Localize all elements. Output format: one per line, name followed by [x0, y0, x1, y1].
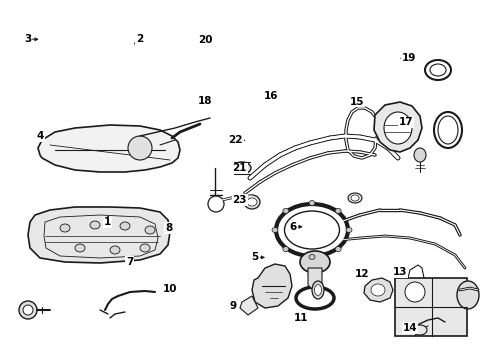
- Text: 18: 18: [198, 96, 212, 106]
- Text: 7: 7: [125, 257, 133, 267]
- Ellipse shape: [244, 195, 260, 209]
- Ellipse shape: [90, 221, 100, 229]
- Text: 20: 20: [198, 35, 212, 45]
- Text: 22: 22: [228, 135, 243, 145]
- Ellipse shape: [412, 325, 426, 335]
- Text: 15: 15: [349, 96, 364, 107]
- Ellipse shape: [246, 198, 257, 206]
- Ellipse shape: [456, 281, 478, 309]
- Ellipse shape: [232, 162, 250, 174]
- Ellipse shape: [334, 247, 341, 252]
- Ellipse shape: [120, 222, 130, 230]
- Text: 10: 10: [162, 284, 177, 294]
- Ellipse shape: [308, 255, 314, 260]
- Ellipse shape: [282, 247, 288, 252]
- Ellipse shape: [437, 116, 457, 144]
- Ellipse shape: [75, 244, 85, 252]
- Circle shape: [128, 136, 152, 160]
- Circle shape: [23, 305, 33, 315]
- Ellipse shape: [413, 148, 425, 162]
- Text: 23: 23: [232, 195, 246, 205]
- Text: 3: 3: [24, 34, 31, 44]
- Circle shape: [404, 282, 424, 302]
- Text: 16: 16: [264, 91, 278, 102]
- Text: 9: 9: [229, 301, 236, 311]
- Ellipse shape: [140, 244, 150, 252]
- Text: 14: 14: [402, 323, 416, 333]
- Ellipse shape: [299, 251, 329, 273]
- Ellipse shape: [433, 112, 461, 148]
- Text: 5: 5: [251, 252, 258, 262]
- Text: 12: 12: [354, 269, 368, 279]
- Ellipse shape: [110, 246, 120, 254]
- Polygon shape: [251, 264, 291, 308]
- Text: 1: 1: [104, 217, 111, 228]
- Circle shape: [207, 196, 224, 212]
- Ellipse shape: [429, 64, 445, 76]
- Polygon shape: [38, 125, 180, 172]
- Polygon shape: [363, 278, 392, 302]
- Ellipse shape: [346, 228, 351, 233]
- Ellipse shape: [145, 226, 155, 234]
- Ellipse shape: [311, 281, 324, 299]
- Text: 17: 17: [398, 117, 412, 127]
- Text: 11: 11: [293, 312, 308, 323]
- Ellipse shape: [295, 287, 333, 309]
- Ellipse shape: [282, 208, 288, 213]
- Ellipse shape: [308, 201, 314, 206]
- Polygon shape: [373, 102, 421, 152]
- Ellipse shape: [347, 193, 361, 203]
- Ellipse shape: [275, 204, 347, 256]
- Text: 6: 6: [289, 222, 296, 232]
- Circle shape: [19, 301, 37, 319]
- Text: 4: 4: [36, 131, 44, 141]
- Text: 2: 2: [136, 34, 142, 44]
- Ellipse shape: [383, 112, 411, 144]
- Polygon shape: [307, 268, 321, 292]
- Ellipse shape: [370, 284, 384, 296]
- Ellipse shape: [60, 224, 70, 232]
- Text: 19: 19: [401, 53, 415, 63]
- Ellipse shape: [350, 195, 358, 201]
- Polygon shape: [28, 207, 170, 263]
- Ellipse shape: [284, 211, 339, 249]
- Ellipse shape: [271, 228, 278, 233]
- Polygon shape: [240, 296, 258, 315]
- FancyBboxPatch shape: [394, 278, 466, 336]
- Ellipse shape: [424, 60, 450, 80]
- Text: 13: 13: [392, 267, 407, 277]
- Ellipse shape: [314, 284, 321, 296]
- Ellipse shape: [334, 208, 341, 213]
- Text: 8: 8: [165, 223, 172, 233]
- Text: 21: 21: [232, 163, 246, 174]
